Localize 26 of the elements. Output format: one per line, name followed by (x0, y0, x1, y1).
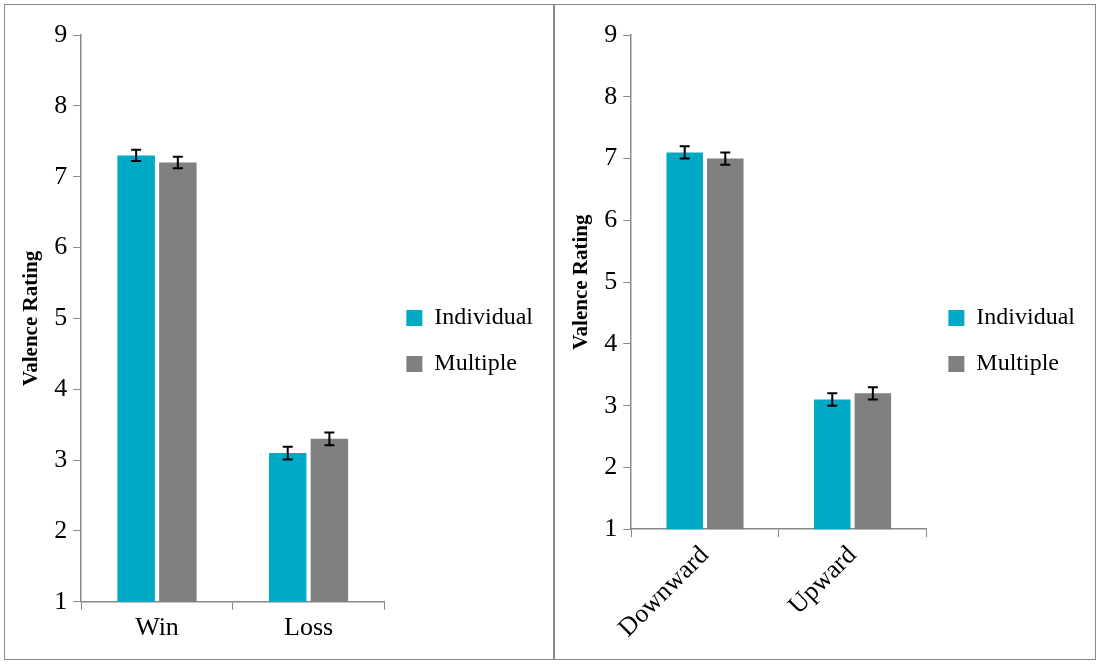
y-axis-title: Valence Rating (18, 250, 43, 386)
y-tick-label: 9 (604, 18, 618, 48)
y-tick-label: 1 (54, 585, 68, 615)
y-tick-label: 3 (54, 443, 68, 473)
y-tick-label: 8 (54, 89, 68, 119)
y-tick-label: 6 (604, 204, 618, 234)
legend-label: Individual (434, 303, 534, 330)
legend-label: Multiple (434, 349, 518, 376)
y-tick-label: 7 (54, 160, 68, 190)
y-tick-label: 4 (54, 373, 68, 403)
y-tick-label: 2 (54, 514, 68, 544)
legend-label: Multiple (976, 349, 1060, 376)
y-tick-label: 4 (604, 327, 618, 357)
legend-label: Individual (976, 303, 1076, 330)
x-tick-label: Loss (284, 612, 334, 642)
y-tick-label: 7 (604, 142, 618, 172)
y-axis-title: Valence Rating (568, 214, 593, 350)
y-tick-label: 3 (604, 389, 618, 419)
y-tick-label: 5 (604, 265, 618, 295)
y-tick-label: 8 (604, 80, 618, 110)
y-tick-label: 9 (54, 18, 68, 48)
y-tick-label: 2 (604, 451, 618, 481)
y-tick-label: 1 (604, 513, 618, 543)
y-tick-label: 5 (54, 302, 68, 332)
x-tick-label: Win (135, 612, 179, 642)
y-tick-label: 6 (54, 231, 68, 261)
